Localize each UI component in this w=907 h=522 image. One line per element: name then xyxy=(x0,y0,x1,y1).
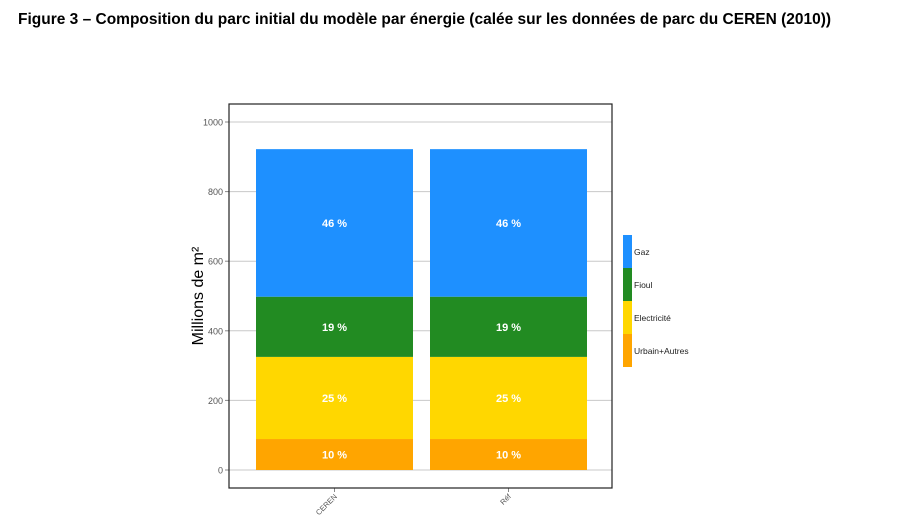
bar-segment-fioul xyxy=(430,296,587,357)
bar-segment-urbain-autres xyxy=(430,439,587,470)
y-tick-label: 600 xyxy=(208,257,223,267)
y-tick-label: 800 xyxy=(208,187,223,197)
data-label: 46 % xyxy=(496,218,521,230)
plot-border xyxy=(228,103,613,489)
y-axis-label: Millions de m² xyxy=(190,246,207,345)
data-label: 25 % xyxy=(496,393,521,405)
bar-segment-gaz xyxy=(256,149,413,297)
y-tick-label: 1000 xyxy=(203,118,223,128)
data-label: 10 % xyxy=(496,450,521,462)
y-tick-label: 400 xyxy=(208,326,223,336)
legend-swatch xyxy=(623,334,632,367)
data-label: 46 % xyxy=(322,218,347,230)
legend-label: Gaz xyxy=(634,247,650,257)
bar-segment-electricit- xyxy=(256,356,413,440)
bar-segment-fioul xyxy=(256,296,413,357)
y-tick-label: 0 xyxy=(218,466,223,476)
bar-segment-gaz xyxy=(430,149,587,297)
legend-swatch xyxy=(623,235,632,268)
x-tick-label: CEREN xyxy=(314,492,339,517)
legend-swatch xyxy=(623,268,632,301)
data-label: 10 % xyxy=(322,450,347,462)
bar-segment-electricit- xyxy=(430,356,587,440)
data-label: 25 % xyxy=(322,393,347,405)
legend-label: Fioul xyxy=(634,280,653,290)
y-tick-label: 200 xyxy=(208,396,223,406)
legend-label: Electricité xyxy=(634,313,671,323)
legend-swatch xyxy=(623,301,632,334)
data-label: 19 % xyxy=(496,322,521,334)
figure-title: Figure 3 – Composition du parc initial d… xyxy=(18,11,832,28)
legend-label: Urbain+Autres xyxy=(634,346,689,356)
bar-segment-urbain-autres xyxy=(256,439,413,470)
data-label: 19 % xyxy=(322,322,347,334)
x-tick-label: Réf xyxy=(498,491,513,506)
